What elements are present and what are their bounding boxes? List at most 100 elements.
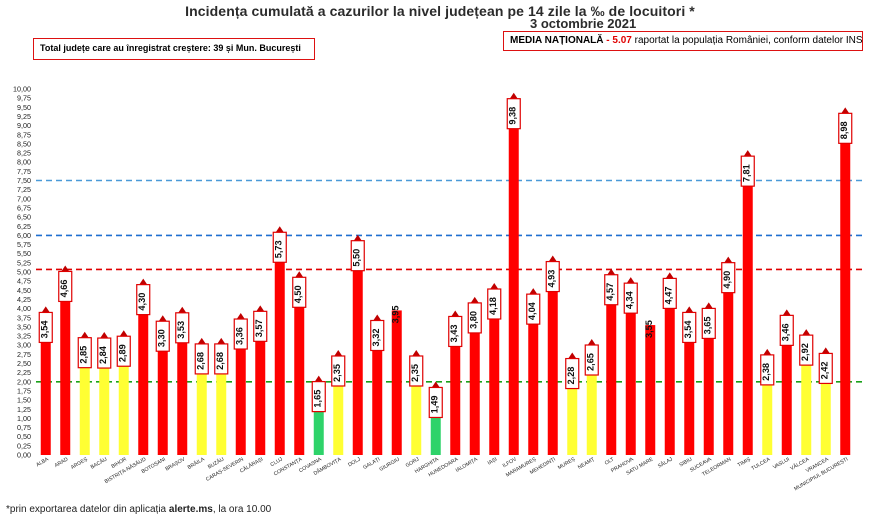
value-label: 2,68 xyxy=(215,352,225,370)
value-label-box xyxy=(565,357,580,390)
bar xyxy=(274,245,285,455)
value-label: 4,90 xyxy=(722,271,732,289)
value-label: 3,54 xyxy=(683,320,693,339)
value-label: 2,28 xyxy=(566,367,576,385)
national-average-dash: - xyxy=(603,35,613,46)
bar xyxy=(840,126,851,455)
value-label: 2,35 xyxy=(332,364,342,382)
value-label: 2,84 xyxy=(98,345,108,364)
x-tick-label: IAȘI xyxy=(487,457,498,467)
value-label: 5,73 xyxy=(274,240,284,258)
value-label-box xyxy=(721,262,736,294)
increase-arrow-head xyxy=(763,348,772,355)
counties-increase-box: Total județe care au înregistrat creșter… xyxy=(33,38,315,60)
value-label-box xyxy=(331,355,346,387)
bar xyxy=(313,394,324,455)
y-tick-label: 1,25 xyxy=(17,405,31,414)
x-tick-label: GIURGIU xyxy=(379,456,401,472)
increase-arrow-head xyxy=(80,331,89,338)
increase-arrow-head xyxy=(841,107,850,114)
chart-title: Incidența cumulată a cazurilor la nivel … xyxy=(185,3,695,19)
value-label-box xyxy=(604,274,619,306)
footnote-suffix: , la ora 10.00 xyxy=(212,504,272,515)
increase-arrow-head xyxy=(353,234,362,241)
bar xyxy=(606,287,617,455)
y-tick-label: 7,00 xyxy=(17,194,31,203)
bars-group: 3,54 4,66 2,85 2,84 2,89 4,30 3,30 3,53 2,68 2,68… xyxy=(38,92,853,456)
value-label: 2,35 xyxy=(410,364,420,382)
value-label: 4,93 xyxy=(547,270,557,288)
increase-arrow-head xyxy=(490,283,499,290)
y-tick-label: 2,00 xyxy=(17,377,31,386)
increase-arrow-head xyxy=(782,309,791,316)
value-label: 9,38 xyxy=(508,107,518,125)
bar xyxy=(489,302,500,455)
increase-arrow-head xyxy=(802,329,811,336)
bar xyxy=(138,297,149,455)
value-label: 1,65 xyxy=(313,390,323,408)
y-tick-label: 6,00 xyxy=(17,231,31,240)
chart-date: 3 octombrie 2021 xyxy=(530,16,637,31)
footnote-prefix: *prin exportarea datelor din aplicația xyxy=(6,504,169,515)
x-tick-label: BRAȘOV xyxy=(165,456,187,472)
bar xyxy=(352,253,363,455)
value-label: 4,66 xyxy=(59,279,69,297)
value-label-box xyxy=(545,260,560,293)
increase-arrow-head xyxy=(334,349,343,356)
y-tick-label: 2,75 xyxy=(17,350,31,359)
value-label-box xyxy=(409,355,424,387)
value-label-box xyxy=(292,276,307,308)
increase-arrow-head xyxy=(470,296,479,303)
increase-arrow-head xyxy=(41,306,50,313)
bar xyxy=(547,274,558,455)
value-label: 3,30 xyxy=(157,329,167,347)
bar xyxy=(469,315,480,455)
y-tick-label: 8,50 xyxy=(17,139,31,148)
bar xyxy=(235,332,246,455)
value-label-box xyxy=(467,302,482,334)
x-tick-label: MUREȘ xyxy=(557,456,577,471)
increase-arrow-head xyxy=(568,352,577,359)
increase-arrow-head xyxy=(607,268,616,275)
bar xyxy=(742,169,753,456)
increase-arrow-head xyxy=(665,272,674,279)
footnote-source: alerte.ms xyxy=(168,504,213,515)
value-label-box xyxy=(682,311,697,344)
value-label-box xyxy=(38,311,53,344)
increase-arrow-head xyxy=(119,330,128,337)
value-label: 3,57 xyxy=(254,319,264,337)
value-label-box xyxy=(760,354,775,386)
bar xyxy=(450,329,461,455)
value-label: 5,50 xyxy=(352,249,362,267)
y-tick-label: 3,00 xyxy=(17,341,31,350)
value-label: 4,30 xyxy=(137,293,147,311)
value-label-box xyxy=(136,284,151,316)
value-label: 7,81 xyxy=(742,164,752,182)
value-label-box xyxy=(77,337,92,369)
bar xyxy=(762,367,773,455)
bar xyxy=(625,296,636,455)
increase-arrow-head xyxy=(509,92,518,99)
value-label: 3,80 xyxy=(469,311,479,329)
value-label: 4,50 xyxy=(293,285,303,303)
y-tick-label: 2,25 xyxy=(17,368,31,377)
value-label: 2,38 xyxy=(761,363,771,381)
y-tick-label: 1,00 xyxy=(17,414,31,423)
x-tick-label: OLT xyxy=(604,456,616,466)
value-label-box xyxy=(253,310,268,342)
value-label-box xyxy=(175,312,190,344)
x-tick-label: SĂLAJ xyxy=(657,455,675,469)
increase-arrow-head xyxy=(587,339,596,346)
bar xyxy=(40,325,51,455)
x-tick-label: NEAMȚ xyxy=(577,456,596,471)
value-label-box xyxy=(662,277,677,309)
bar xyxy=(118,349,129,455)
bar xyxy=(60,284,71,455)
value-label-box xyxy=(97,337,112,369)
value-label-box xyxy=(506,98,521,130)
value-label: 1,49 xyxy=(430,396,440,414)
bar xyxy=(586,358,597,455)
bar xyxy=(391,310,402,455)
y-tick-label: 9,25 xyxy=(17,112,31,121)
increase-arrow-head xyxy=(412,349,421,356)
